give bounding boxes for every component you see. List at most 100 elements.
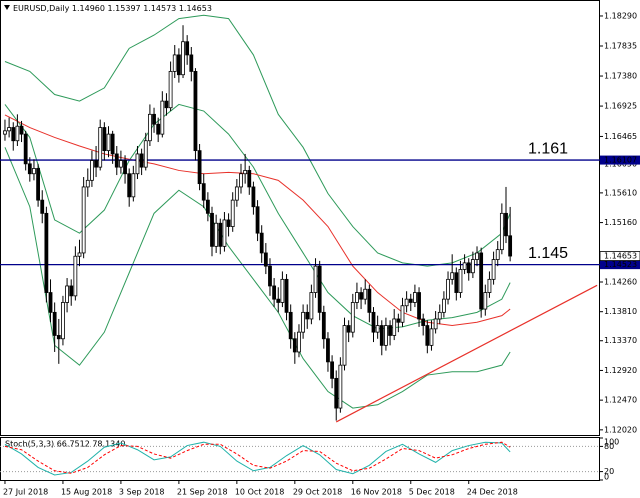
candle-body	[139, 153, 144, 168]
chart-header: EURUSD,Daily 1.14960 1.15397 1.14573 1.1…	[13, 4, 212, 13]
candle-body	[44, 212, 49, 293]
candle-body	[230, 199, 235, 227]
candle-body	[284, 278, 289, 313]
candle-body	[201, 183, 206, 201]
candle-body	[330, 361, 334, 379]
candle-body	[263, 252, 268, 267]
candle-body	[446, 278, 450, 300]
candle-body	[479, 252, 484, 310]
candle-body	[317, 265, 322, 313]
candle-body	[40, 199, 45, 214]
candle-body	[23, 133, 28, 165]
candle-body	[321, 311, 326, 340]
y-tick-label: 1.12470	[604, 396, 637, 405]
y-tick-label: 1.16465	[604, 132, 637, 141]
candle-body	[52, 311, 57, 336]
candle-body	[363, 288, 368, 300]
candle-body	[73, 255, 78, 297]
candle-body	[504, 212, 508, 237]
candle-body	[309, 292, 314, 320]
candle-body	[404, 298, 409, 307]
candle-body	[334, 377, 339, 409]
candle-body	[433, 318, 438, 330]
candle-body	[450, 272, 455, 280]
candle-body	[65, 285, 69, 303]
y-tick-label: 80	[604, 442, 614, 451]
price-box	[600, 155, 640, 165]
level-text: 1.145	[528, 245, 568, 262]
candle-body	[396, 318, 401, 323]
main-frame	[0, 0, 600, 436]
candle-body	[350, 302, 355, 333]
candle-body	[359, 292, 363, 300]
candle-body	[367, 288, 372, 313]
x-tick-label: 15 Aug 2018	[61, 488, 112, 497]
x-tick-label: 27 Jul 2018	[3, 488, 48, 497]
candle-body	[429, 328, 434, 346]
candle-body	[292, 338, 297, 353]
candle-body	[127, 173, 132, 198]
candle-body	[388, 325, 392, 336]
candle-body	[305, 311, 310, 320]
candle-body	[226, 219, 231, 227]
candle-body	[189, 54, 194, 72]
candle-body	[379, 325, 384, 346]
candle-body	[421, 318, 426, 326]
candle-body	[499, 212, 504, 251]
y-tick-label: 1.18290	[604, 11, 637, 20]
candle-body	[147, 113, 152, 142]
ohlc: 1.14573	[143, 4, 176, 13]
candle-body	[392, 318, 397, 336]
candle-body	[288, 311, 293, 340]
candle-body	[119, 160, 123, 168]
candle-body	[375, 325, 380, 333]
menu-icon	[4, 5, 10, 10]
candle-body	[7, 127, 12, 132]
candle-body	[156, 123, 161, 135]
candle-body	[164, 100, 169, 109]
y-tick-label: 1.15610	[604, 188, 637, 197]
candle-body	[355, 292, 359, 303]
candle-body	[338, 364, 343, 409]
candle-body	[168, 71, 173, 109]
candle-body	[19, 125, 24, 135]
y-tick-label: 1.13810	[604, 307, 637, 316]
candle-body	[268, 265, 272, 287]
candle-body	[247, 170, 252, 188]
x-tick-label: 16 Nov 2018	[351, 488, 402, 497]
candle-body	[205, 199, 210, 214]
candle-body	[408, 298, 413, 303]
candle-body	[417, 292, 421, 320]
candle-body	[193, 71, 198, 152]
candle-body	[197, 150, 202, 185]
candle-body	[222, 219, 227, 247]
stoch-line	[4, 441, 511, 476]
ohlc: 1.14653	[179, 4, 212, 13]
level-text: 1.161	[528, 140, 568, 157]
stoch-line	[4, 441, 511, 474]
y-tick-label: 1.12920	[604, 366, 637, 375]
stoch-frame	[0, 437, 600, 481]
indicator-line	[4, 147, 511, 409]
candle-body	[342, 325, 347, 366]
candle-body	[69, 285, 74, 297]
candle-body	[32, 168, 36, 175]
x-tick-label: 29 Oct 2018	[293, 488, 342, 497]
candle-body	[297, 331, 301, 353]
candle-body	[27, 163, 32, 175]
candle-body	[276, 298, 281, 303]
candle-body	[483, 292, 488, 310]
candle-body	[15, 125, 20, 142]
candle-body	[3, 130, 7, 135]
candle-body	[11, 127, 16, 142]
price-label: 1.16107	[604, 156, 637, 165]
y-tick-label: 1.17380	[604, 72, 637, 81]
candle-body	[280, 278, 285, 303]
current-price-box	[599, 251, 640, 261]
ohlc: 1.14960	[72, 4, 105, 13]
candle-body	[90, 160, 94, 181]
candle-body	[255, 206, 260, 234]
x-tick-label: 10 Oct 2018	[235, 488, 284, 497]
candle-body	[495, 249, 500, 260]
